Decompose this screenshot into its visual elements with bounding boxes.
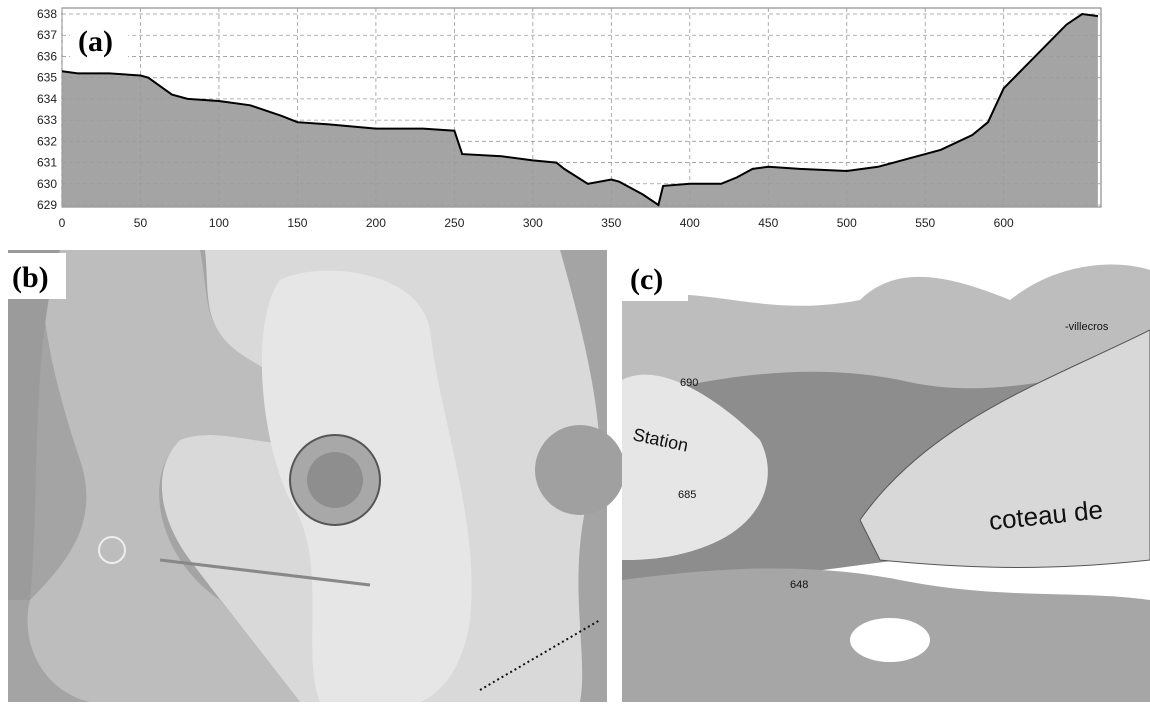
y-tick-label: 637 bbox=[37, 28, 57, 42]
y-tick-label: 632 bbox=[37, 134, 57, 148]
map-text: 685 bbox=[678, 489, 696, 501]
y-tick-label: 638 bbox=[37, 7, 57, 21]
x-tick-label: 450 bbox=[758, 216, 778, 230]
x-tick-label: 500 bbox=[837, 216, 857, 230]
map-text: 690 bbox=[680, 377, 698, 389]
panel-label: (a) bbox=[78, 25, 113, 58]
x-tick-label: 550 bbox=[915, 216, 935, 230]
x-tick-label: 150 bbox=[287, 216, 307, 230]
x-tick-label: 600 bbox=[994, 216, 1014, 230]
panel-b-map: (b) bbox=[8, 250, 625, 702]
y-tick-label: 634 bbox=[37, 92, 57, 106]
map-text: 648 bbox=[790, 579, 808, 591]
x-tick-label: 50 bbox=[134, 216, 148, 230]
y-tick-label: 635 bbox=[37, 71, 57, 85]
x-tick-label: 100 bbox=[209, 216, 229, 230]
x-tick-label: 200 bbox=[366, 216, 386, 230]
x-tick-label: 250 bbox=[444, 216, 464, 230]
x-tick-label: 300 bbox=[523, 216, 543, 230]
page: {"chart_data": {"type": "area", "label":… bbox=[0, 0, 1150, 702]
figure: (b) (c) coteau de Station 690 685 648 -v… bbox=[0, 0, 1150, 702]
panel-c-terrain: (c) coteau de Station 690 685 648 -ville… bbox=[622, 250, 1150, 702]
panel-label: (b) bbox=[12, 261, 49, 294]
x-tick-label: 400 bbox=[680, 216, 700, 230]
x-tick-label: 0 bbox=[59, 216, 66, 230]
y-tick-label: 633 bbox=[37, 113, 57, 127]
y-tick-label: 630 bbox=[37, 177, 57, 191]
panel-a-chart: 629 630 631 632 633 634 635 636 637 638 0 50 100 150 2… bbox=[37, 7, 1101, 230]
y-tick-label: 636 bbox=[37, 49, 57, 63]
panel-label: (c) bbox=[630, 263, 663, 296]
y-tick-label: 631 bbox=[37, 156, 57, 170]
y-tick-label: 629 bbox=[37, 198, 57, 212]
map-text: -villecros bbox=[1065, 321, 1109, 333]
x-tick-label: 350 bbox=[601, 216, 621, 230]
